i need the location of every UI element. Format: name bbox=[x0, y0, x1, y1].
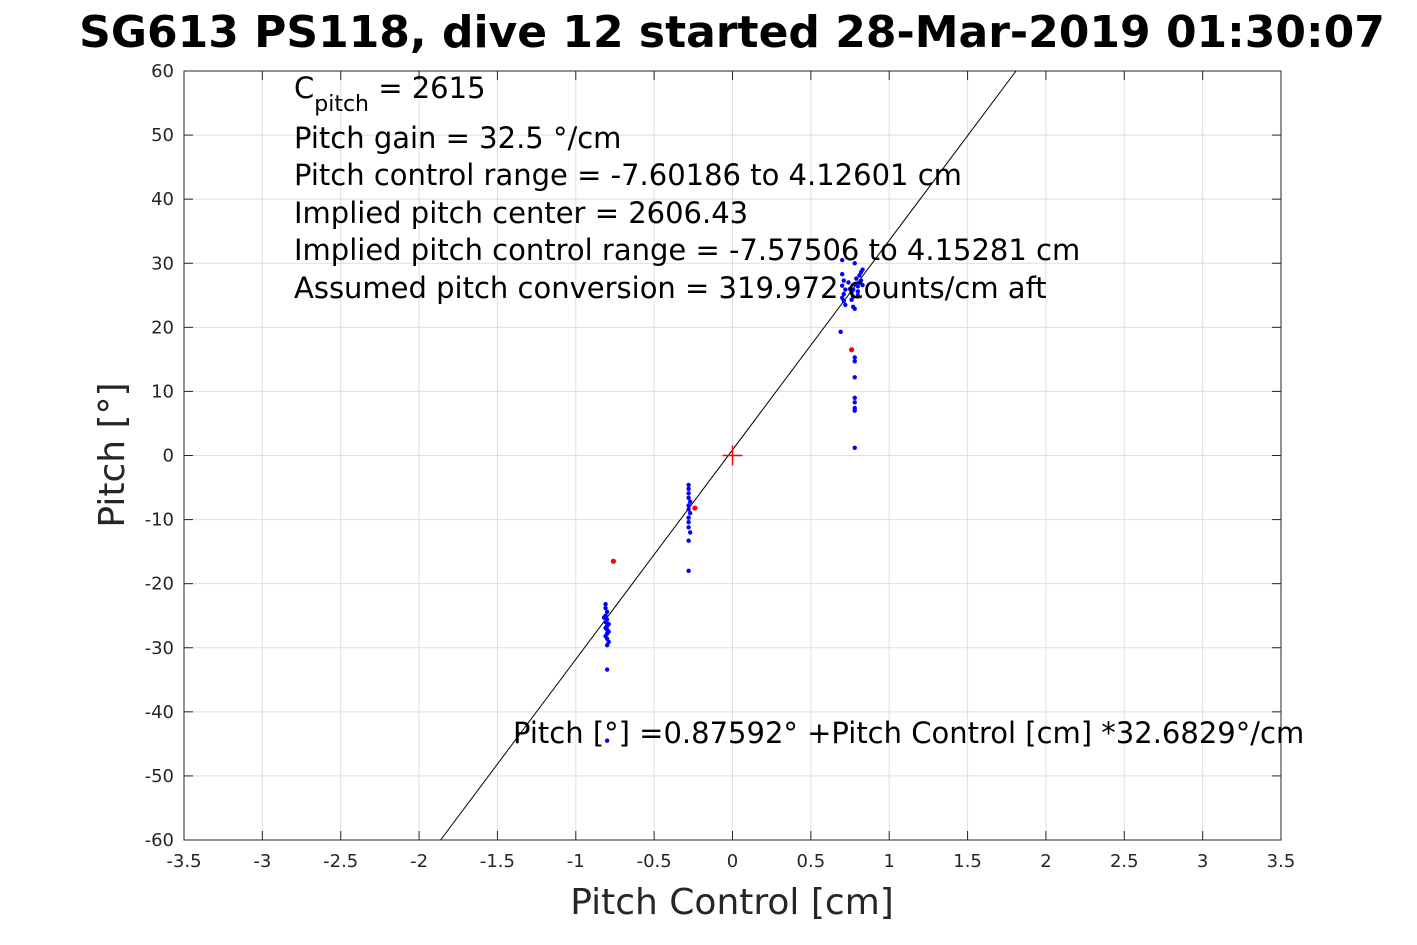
x-tick-label: -3.5 bbox=[166, 851, 201, 872]
data-point bbox=[850, 287, 856, 292]
center-marker-group bbox=[722, 445, 743, 466]
annotation-pitch-gain: Pitch gain = 32.5 °/cm bbox=[294, 121, 621, 155]
annotation-fit-equation: Pitch [°] =0.87592° +Pitch Control [cm] … bbox=[513, 716, 1304, 750]
data-point bbox=[686, 568, 691, 574]
data-points bbox=[601, 257, 865, 743]
data-point bbox=[852, 408, 857, 413]
x-tick-label: -0.5 bbox=[637, 851, 672, 872]
x-tick-label: 0.5 bbox=[797, 851, 826, 872]
annotation-assumed-pitch-conversion: Assumed pitch conversion = 319.972 count… bbox=[294, 271, 1047, 305]
data-point bbox=[686, 515, 691, 520]
x-tick-label: 2 bbox=[1040, 851, 1051, 872]
data-point bbox=[603, 601, 608, 607]
y-axis-label: Pitch [°] bbox=[92, 382, 133, 527]
c-pitch-value: = 2615 bbox=[369, 71, 486, 105]
data-point bbox=[603, 605, 608, 611]
highlight-point bbox=[849, 347, 855, 353]
x-tick-label: 3.5 bbox=[1267, 851, 1296, 872]
y-tick-label: 20 bbox=[151, 317, 174, 338]
data-point bbox=[686, 507, 691, 512]
highlight-point bbox=[610, 558, 616, 564]
data-point bbox=[687, 499, 693, 504]
data-point bbox=[840, 257, 845, 263]
x-tick-label: -2.5 bbox=[323, 851, 358, 872]
data-point bbox=[686, 486, 691, 492]
data-point bbox=[843, 302, 848, 308]
data-point bbox=[860, 282, 865, 288]
data-point bbox=[852, 395, 857, 401]
data-point bbox=[840, 271, 845, 277]
data-point bbox=[841, 278, 846, 283]
data-point bbox=[686, 491, 691, 496]
x-tick-label: 1 bbox=[883, 851, 894, 872]
y-tick-labels: -60 -50 -40 -30 -20 -10 0 10 20 30 40 50 60 bbox=[145, 61, 174, 851]
x-tick-label: -3 bbox=[253, 851, 271, 872]
data-point bbox=[841, 291, 846, 297]
data-point bbox=[686, 503, 691, 508]
data-point bbox=[687, 530, 693, 535]
grid bbox=[183, 70, 1282, 841]
data-point bbox=[686, 482, 691, 488]
x-tick-label: 2.5 bbox=[1110, 851, 1139, 872]
x-tick-label: 1.5 bbox=[953, 851, 982, 872]
data-point bbox=[843, 287, 848, 292]
data-point bbox=[604, 738, 610, 743]
chart-title: SG613 PS118, dive 12 started 28-Mar-2019… bbox=[79, 7, 1385, 58]
data-point bbox=[854, 276, 859, 281]
data-point bbox=[855, 284, 861, 289]
x-tick-label: 0 bbox=[727, 851, 738, 872]
data-point bbox=[852, 306, 857, 311]
data-point bbox=[852, 445, 857, 451]
y-tick-label: 60 bbox=[151, 61, 174, 82]
annotation-implied-pitch-center: Implied pitch center = 2606.43 bbox=[294, 196, 748, 230]
c-pitch-subscript: pitch bbox=[314, 92, 369, 117]
data-point bbox=[846, 280, 851, 285]
data-point bbox=[855, 293, 861, 298]
data-point bbox=[852, 355, 857, 360]
x-tick-label: -1 bbox=[567, 851, 585, 872]
annotation-implied-pitch-control-range: Implied pitch control range = -7.57506 t… bbox=[294, 233, 1080, 267]
axis-ticks bbox=[183, 70, 1282, 841]
data-point bbox=[604, 609, 610, 615]
y-tick-label: -20 bbox=[145, 574, 174, 595]
y-tick-label: -10 bbox=[145, 510, 174, 531]
y-tick-label: 0 bbox=[163, 446, 174, 467]
y-tick-label: -50 bbox=[145, 766, 174, 787]
x-tick-label: -2 bbox=[410, 851, 428, 872]
y-tick-label: -40 bbox=[145, 702, 174, 723]
data-point bbox=[840, 283, 845, 288]
data-point bbox=[687, 510, 693, 516]
data-point bbox=[686, 525, 691, 530]
data-point bbox=[860, 267, 865, 272]
data-point bbox=[855, 289, 861, 294]
x-tick-label: 3 bbox=[1197, 851, 1208, 872]
data-point bbox=[838, 329, 843, 335]
highlight-point bbox=[692, 505, 698, 511]
data-point bbox=[604, 667, 610, 672]
data-point bbox=[686, 495, 691, 500]
y-tick-label: 10 bbox=[151, 381, 174, 402]
data-point bbox=[686, 538, 691, 543]
y-tick-label: -30 bbox=[145, 638, 174, 659]
data-point bbox=[849, 297, 854, 302]
data-point bbox=[858, 278, 864, 283]
data-point bbox=[852, 359, 857, 364]
data-point bbox=[841, 298, 846, 304]
y-tick-label: -60 bbox=[145, 830, 174, 851]
y-tick-label: 50 bbox=[151, 125, 174, 146]
x-axis-label: Pitch Control [cm] bbox=[570, 882, 894, 923]
data-point bbox=[686, 519, 691, 525]
data-point bbox=[852, 375, 857, 380]
x-tick-label: -1.5 bbox=[480, 851, 515, 872]
annotation-pitch-control-range: Pitch control range = -7.60186 to 4.1260… bbox=[294, 158, 962, 192]
data-point bbox=[852, 261, 857, 266]
y-tick-label: 30 bbox=[151, 253, 174, 274]
c-pitch-main: C bbox=[294, 71, 314, 105]
data-point bbox=[852, 400, 857, 405]
data-point bbox=[604, 642, 610, 648]
y-tick-label: 40 bbox=[151, 189, 174, 210]
annotation-c-pitch: Cpitch = 2615 bbox=[294, 71, 486, 117]
x-tick-labels: -3.5 -3 -2.5 -2 -1.5 -1 -0.5 0 0.5 1 1.5 2 2.5 3 3.5 bbox=[166, 851, 1295, 872]
